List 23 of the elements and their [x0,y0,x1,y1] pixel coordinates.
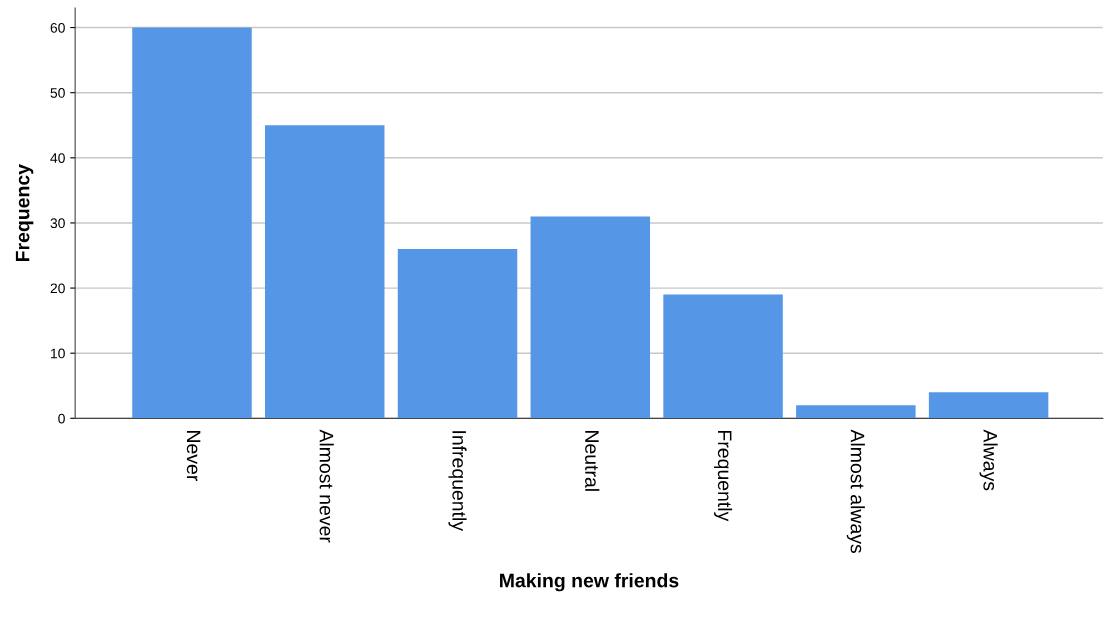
bar [928,392,1049,419]
y-tick-label: 0 [58,413,65,424]
x-tick-label: Almost never [319,429,334,543]
x-tick-label: Almost always [846,429,865,553]
y-tick-label: 40 [50,153,65,163]
bar [132,27,252,419]
bar [397,248,518,419]
y-tick-label: 60 [50,22,65,33]
x-tick-label: Infrequently [448,431,467,532]
y-axis-title: Frequency [15,164,34,262]
x-tick-label: Never [186,431,201,481]
x-tick-label: Frequently [714,431,733,522]
bar [663,294,783,419]
y-tick-label: 30 [50,218,65,229]
x-tick-label: Neutral [585,431,600,491]
bar [796,405,916,419]
y-tick-label: 20 [50,283,65,294]
y-tick-label: 50 [50,88,65,98]
bar [530,216,651,419]
x-tick-label: Always [979,429,998,491]
y-tick-label: 10 [51,348,65,359]
bar [265,125,385,419]
x-axis-title: Making new friends [500,573,679,592]
